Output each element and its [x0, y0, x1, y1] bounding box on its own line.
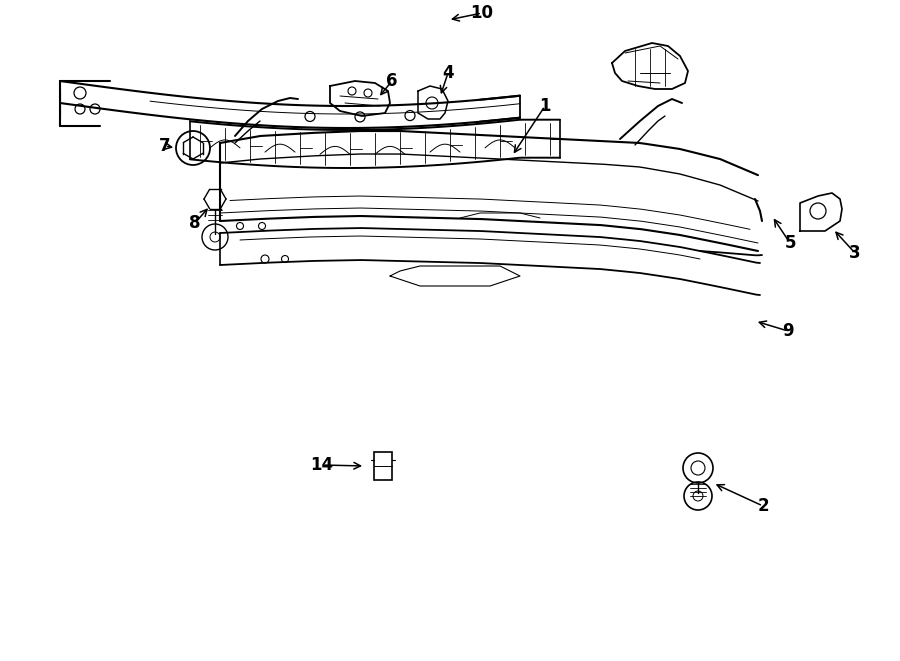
Text: 3: 3 — [850, 244, 860, 262]
Text: 2: 2 — [757, 497, 769, 515]
Text: 14: 14 — [310, 456, 334, 474]
Text: 4: 4 — [442, 64, 454, 82]
Text: 7: 7 — [159, 137, 171, 155]
Text: 8: 8 — [189, 214, 201, 232]
Bar — [374, 452, 392, 480]
Text: 5: 5 — [784, 234, 796, 252]
Text: 6: 6 — [386, 72, 398, 90]
Text: 1: 1 — [539, 97, 551, 115]
Text: 9: 9 — [782, 322, 794, 340]
Text: 10: 10 — [471, 4, 493, 22]
